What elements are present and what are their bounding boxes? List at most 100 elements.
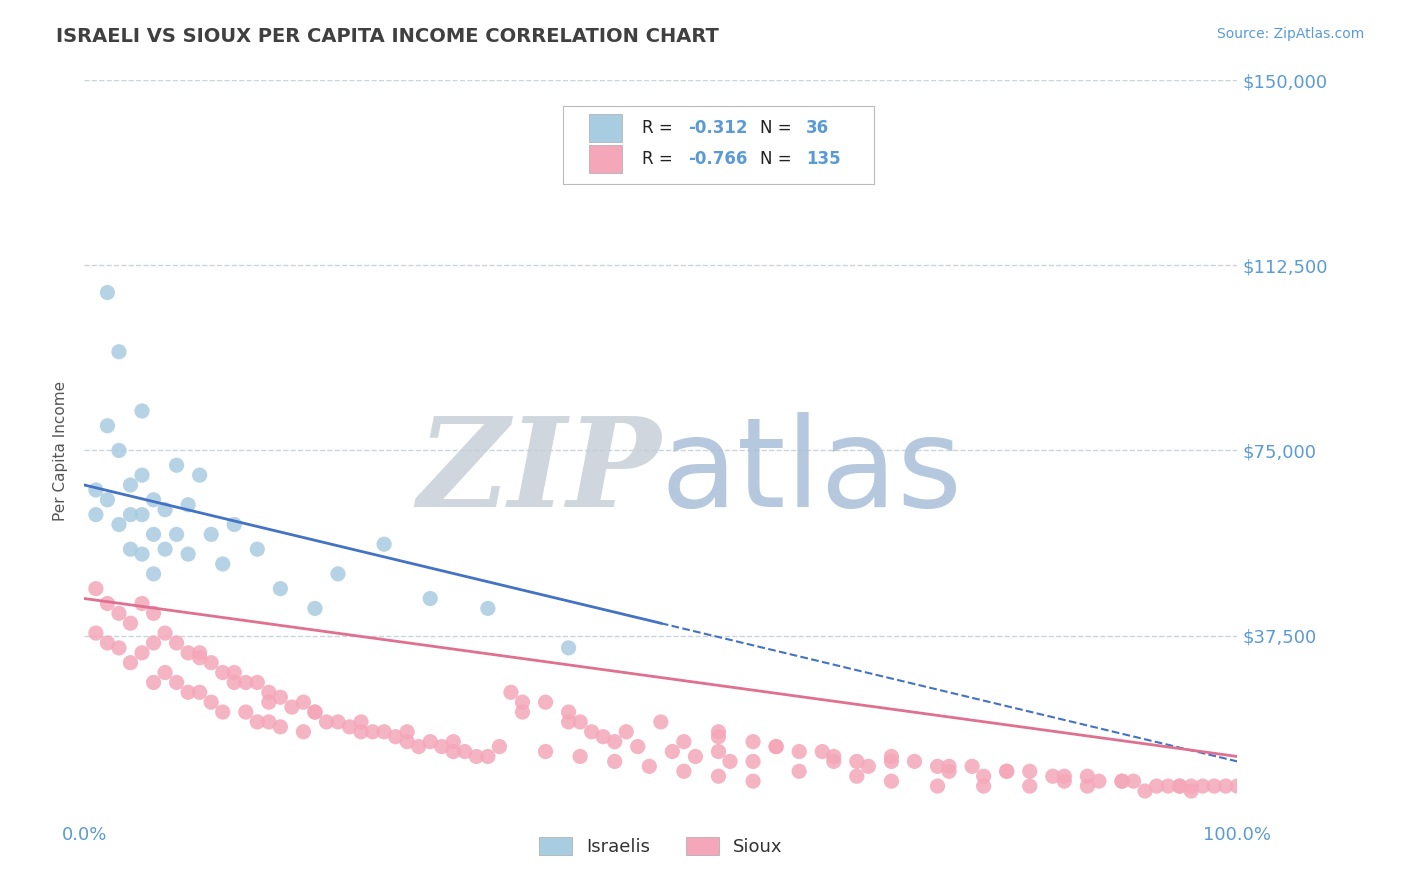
Point [995,764,1018,779]
Point [707,745,730,759]
Point [235,705,257,719]
Point [1018,779,1040,793]
Point [557,640,579,655]
Point [200,695,222,709]
Point [938,759,960,773]
Point [581,724,603,739]
Point [384,730,406,744]
Point [120,616,142,631]
Point [1018,764,1040,779]
Point [396,724,419,739]
Point [419,591,441,606]
Point [200,656,222,670]
Point [927,759,949,773]
Point [880,774,903,789]
Point [304,705,326,719]
Point [880,755,903,769]
Point [142,566,165,581]
Point [858,759,880,773]
FancyBboxPatch shape [562,106,875,184]
Point [361,724,384,739]
Point [246,542,269,557]
Point [880,749,903,764]
Point [269,582,291,596]
Y-axis label: Per Capita Income: Per Capita Income [53,380,69,521]
Point [304,601,326,615]
Point [592,730,614,744]
Point [142,607,165,621]
Point [707,730,730,744]
Point [995,764,1018,779]
Point [373,537,395,551]
Point [477,749,499,764]
Point [120,478,142,492]
Bar [589,145,621,173]
Point [454,745,477,759]
Point [419,734,441,748]
Point [120,542,142,557]
Point [787,764,810,779]
Point [153,626,176,640]
Text: ZIP: ZIP [418,412,661,533]
Point [153,665,176,680]
Point [408,739,430,754]
Point [211,705,233,719]
Point [534,695,557,709]
Text: 36: 36 [806,119,830,136]
Point [742,755,765,769]
Point [1122,774,1144,789]
Point [108,517,131,532]
Point [1191,779,1213,793]
Point [627,739,650,754]
Point [1111,774,1133,789]
Point [120,508,142,522]
Point [718,755,741,769]
Point [373,724,395,739]
Point [512,695,534,709]
Point [1042,769,1064,783]
Point [153,542,176,557]
Point [938,764,960,779]
Point [650,714,672,729]
Point [1180,784,1202,798]
Point [742,774,765,789]
Point [1111,774,1133,789]
Point [96,492,118,507]
Point [557,705,579,719]
Point [603,734,626,748]
Point [326,714,349,729]
Point [441,734,464,748]
Point [108,443,131,458]
Point [108,607,131,621]
Point [246,714,269,729]
Text: Source: ZipAtlas.com: Source: ZipAtlas.com [1216,27,1364,41]
Point [131,547,153,561]
Point [166,636,188,650]
Point [211,665,233,680]
Point [350,724,373,739]
Point [269,690,291,705]
Point [396,734,419,748]
Point [1053,769,1076,783]
Point [787,745,810,759]
Point [96,285,118,300]
Point [823,755,845,769]
Point [685,749,707,764]
Point [96,636,118,650]
Text: -0.312: -0.312 [689,119,748,136]
Point [339,720,361,734]
Point [1088,774,1111,789]
Point [1168,779,1191,793]
Point [672,734,695,748]
Point [131,508,153,522]
Point [188,646,211,660]
Point [569,714,592,729]
Point [1076,779,1098,793]
Point [269,720,291,734]
Point [811,745,834,759]
Point [742,734,765,748]
Point [441,745,464,759]
Point [281,700,304,714]
Point [224,517,246,532]
Point [707,769,730,783]
